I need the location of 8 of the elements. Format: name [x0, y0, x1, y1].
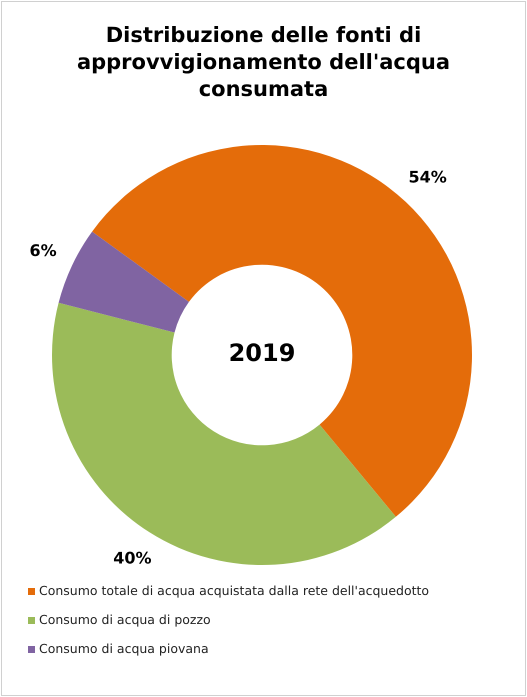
data-label: 6%: [29, 241, 57, 260]
data-label: 40%: [113, 548, 152, 568]
text: 2019: [228, 339, 296, 368]
legend-label: Consumo di acqua piovana: [39, 641, 209, 656]
chart-title: Distribuzione delle fonti di approvvigionamento dell'acqua consumata: [76, 22, 452, 103]
legend-label: Consumo di acqua di pozzo: [39, 612, 211, 627]
data-label: 54%: [408, 168, 447, 187]
legend-label: Consumo totale di acqua acquistata dalla rete dell'acquedotto: [39, 583, 430, 598]
